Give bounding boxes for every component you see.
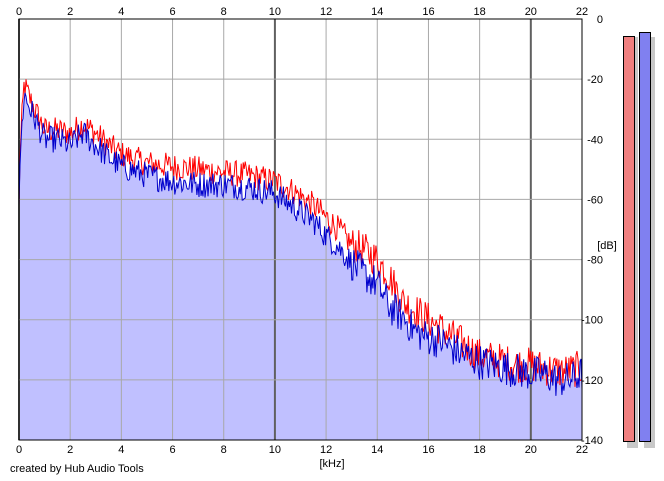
x-tick-label-bottom: 18: [474, 444, 486, 456]
x-axis-label: [kHz]: [319, 458, 344, 470]
y-tick-label: -140: [581, 435, 603, 447]
y-tick-label: -40: [587, 134, 603, 146]
x-tick-label-top: 4: [118, 6, 124, 18]
x-tick-label-bottom: 20: [525, 444, 537, 456]
y-tick-label: -120: [581, 375, 603, 387]
x-tick-label-top: 0: [16, 6, 22, 18]
x-tick-label-top: 18: [474, 6, 486, 18]
spectrum-fill-area: [19, 92, 582, 441]
series-line-red: [18, 79, 583, 387]
y-tick-label: -100: [581, 315, 603, 327]
x-tick-label-top: 14: [371, 6, 383, 18]
x-tick-label-bottom: 6: [169, 444, 175, 456]
left-level-meter: [623, 36, 635, 442]
y-tick-label: -80: [587, 255, 603, 267]
y-tick-label: -60: [587, 194, 603, 206]
x-tick-label-bottom: 16: [422, 444, 434, 456]
x-tick-label-top: 8: [221, 6, 227, 18]
x-tick-label-bottom: 10: [269, 444, 281, 456]
x-tick-label-bottom: 0: [16, 444, 22, 456]
y-axis-label: [dB]: [597, 240, 617, 252]
plot-border: [18, 18, 583, 441]
x-tick-label-bottom: 14: [371, 444, 383, 456]
right-level-meter: [639, 32, 651, 442]
x-tick-label-bottom: 12: [320, 444, 332, 456]
x-tick-label-top: 6: [169, 6, 175, 18]
x-tick-label-top: 20: [525, 6, 537, 18]
y-tick-label: -20: [587, 74, 603, 86]
y-tick-label: 0: [597, 14, 603, 26]
x-tick-label-top: 10: [269, 6, 281, 18]
x-tick-label-bottom: 8: [221, 444, 227, 456]
x-tick-label-top: 16: [422, 6, 434, 18]
x-tick-label-bottom: 4: [118, 444, 124, 456]
credit-text: created by Hub Audio Tools: [10, 463, 144, 475]
x-tick-label-bottom: 2: [67, 444, 73, 456]
x-tick-label-top: 2: [67, 6, 73, 18]
series-line-blue: [18, 92, 583, 396]
x-tick-label-bottom: 22: [576, 444, 588, 456]
x-tick-label-top: 22: [576, 6, 588, 18]
x-tick-label-top: 12: [320, 6, 332, 18]
